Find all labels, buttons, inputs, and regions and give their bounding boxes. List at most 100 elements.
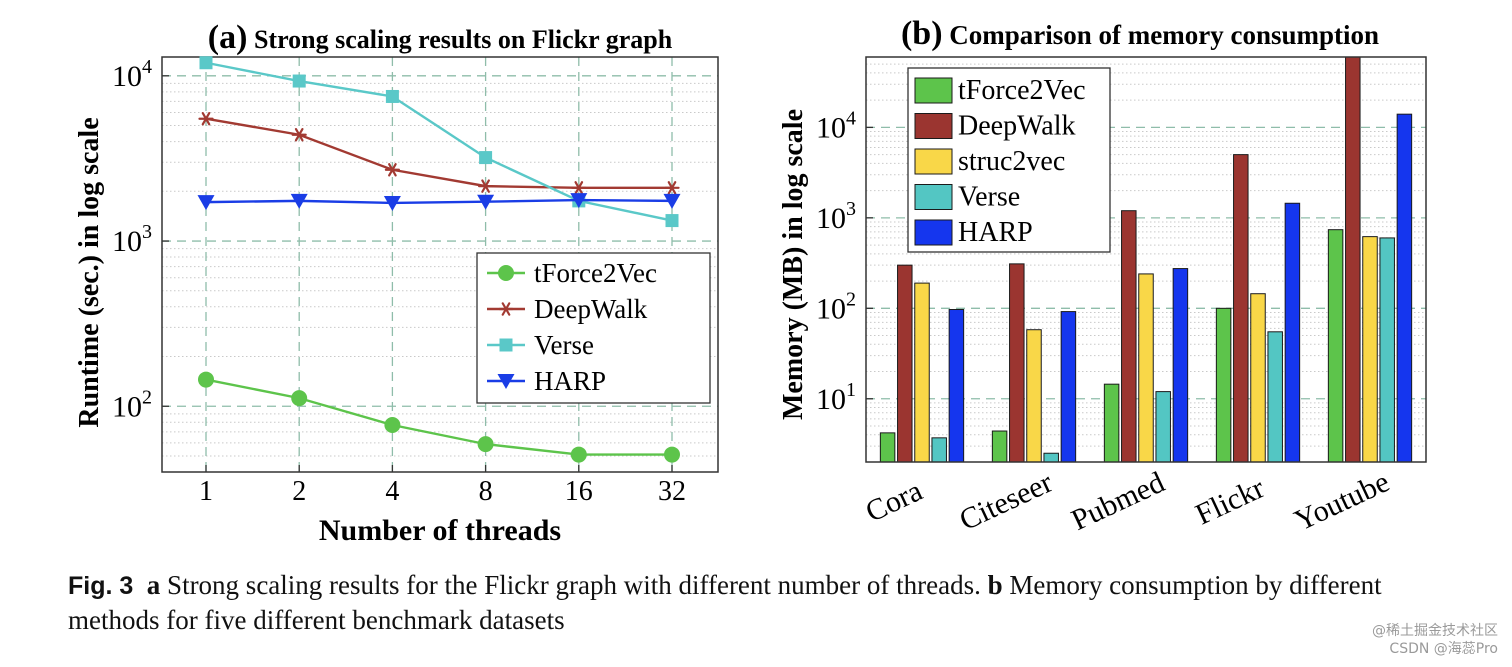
data-point-harp: [570, 193, 588, 209]
bar-harp-citeseer: [1060, 311, 1077, 463]
chart-title: (b) Comparison of memory consumption: [901, 15, 1379, 52]
marker-star-stroke: [388, 163, 397, 177]
bar-struc2vec-flickr: [1250, 293, 1266, 463]
data-point-tforce2vec: [477, 436, 494, 453]
data-point-harp: [197, 195, 215, 211]
legend-label-deepwalk: DeepWalk: [958, 111, 1075, 142]
bar-verse-flickr: [1267, 331, 1283, 463]
panel-a-line-chart: 102 103 104 1 2 4 8 16 32 tForce2Vec DeepWalk Verse…: [74, 19, 719, 547]
bar-tforce2vec-cora: [879, 432, 896, 463]
x-tick-label: 2: [292, 476, 306, 507]
bar-verse-youtube: [1379, 237, 1395, 463]
series-line-harp: [205, 198, 673, 205]
legend-swatch-tforce2vec: [914, 77, 953, 104]
legend-swatch-struc2vec: [914, 148, 953, 175]
bar-deepwalk-cora: [897, 264, 913, 463]
x-tick-label: 32: [658, 476, 686, 507]
bar-struc2vec-cora: [914, 282, 930, 463]
data-point-verse: [665, 214, 679, 228]
y-tick-label: 102: [816, 288, 856, 325]
caption-part-b-label: b: [987, 570, 1003, 600]
watermark: @稀土掘金技术社区 CSDN @海蕊Pro: [1372, 622, 1498, 658]
figure: 102 103 104 1 2 4 8 16 32 tForce2Vec DeepWalk Verse…: [74, 15, 1427, 547]
bar-harp-youtube: [1396, 113, 1413, 463]
marker-star-stroke: [294, 128, 304, 142]
marker-star-stroke: [201, 111, 211, 126]
bar-tforce2vec-flickr: [1215, 307, 1232, 463]
data-point-tforce2vec: [384, 417, 401, 434]
data-point-deepwalk: [571, 181, 587, 195]
data-point-deepwalk: [478, 179, 494, 193]
data-point-harp: [477, 194, 495, 210]
bar-deepwalk-youtube: [1345, 56, 1361, 463]
data-point-verse: [385, 89, 399, 103]
bar-verse-cora: [931, 437, 947, 463]
x-tick-label: Cora: [861, 474, 928, 529]
y-tick-label: 104: [112, 56, 152, 93]
y-tick-label: 103: [112, 221, 152, 258]
data-point-deepwalk: [291, 128, 307, 142]
data-point-verse: [479, 151, 493, 165]
series-line-verse: [205, 61, 673, 222]
x-tick-label: 8: [479, 476, 493, 507]
caption-fig-label: Fig. 3: [68, 572, 134, 600]
legend-marker-tforce2vec: [498, 265, 514, 281]
legend-label-harp: HARP: [534, 366, 606, 396]
data-point-tforce2vec: [570, 446, 587, 463]
x-axis-label: Number of threads: [319, 514, 561, 547]
legend-label-tforce2vec: tForce2Vec: [534, 258, 657, 288]
marker-star-stroke: [501, 302, 511, 316]
series-line-deepwalk: [205, 117, 672, 190]
legend-box: [476, 252, 711, 404]
data-point-verse: [292, 74, 306, 88]
x-tick-label: Citeseer: [954, 466, 1057, 537]
caption-part-a-label: a: [146, 570, 161, 600]
caption-text-a: Strong scaling results for the Flickr gr…: [160, 570, 988, 600]
bar-struc2vec-youtube: [1362, 236, 1378, 463]
plot-frame: [161, 56, 719, 473]
x-tick-label: Pubmed: [1066, 466, 1169, 537]
bar-verse-pubmed: [1155, 391, 1171, 463]
bar-tforce2vec-pubmed: [1103, 383, 1120, 463]
plot-frame: [865, 56, 1427, 463]
bar-harp-flickr: [1284, 202, 1301, 463]
bar-tforce2vec-youtube: [1327, 229, 1344, 463]
x-tick-label: 4: [385, 476, 399, 507]
data-point-verse: [199, 56, 213, 70]
bar-harp-pubmed: [1172, 268, 1189, 463]
data-point-harp: [290, 193, 308, 209]
legend-label-deepwalk: DeepWalk: [534, 294, 648, 324]
data-point-deepwalk: [664, 181, 680, 195]
chart-title: (a) Strong scaling results on Flickr gra…: [208, 19, 673, 56]
x-tick-label: 16: [565, 476, 593, 507]
x-tick-label: 1: [199, 476, 213, 507]
data-point-tforce2vec: [664, 446, 680, 463]
bar-verse-citeseer: [1043, 452, 1059, 463]
watermark-line-1: @稀土掘金技术社区: [1372, 623, 1498, 639]
legend-label-harp: HARP: [958, 217, 1033, 248]
data-point-deepwalk: [384, 163, 400, 177]
bar-harp-cora: [948, 309, 965, 463]
legend-label-verse: Verse: [958, 182, 1020, 213]
legend-swatch-harp: [914, 219, 953, 246]
figure-caption: Fig. 3 a Strong scaling results for the …: [68, 568, 1468, 637]
y-axis-label: Memory (MB) in log scale: [778, 109, 809, 420]
bar-struc2vec-citeseer: [1026, 329, 1042, 463]
data-point-deepwalk: [198, 111, 214, 126]
y-tick-label: 101: [816, 379, 856, 416]
x-tick-label: Youtube: [1290, 465, 1395, 537]
bar-deepwalk-pubmed: [1121, 210, 1137, 463]
bar-struc2vec-pubmed: [1138, 273, 1154, 463]
data-point-harp: [663, 193, 681, 209]
y-tick-label: 104: [816, 107, 856, 144]
bar-tforce2vec-citeseer: [991, 430, 1008, 463]
watermark-line-2: CSDN @海蕊Pro: [1389, 641, 1498, 657]
legend-label-verse: Verse: [534, 330, 594, 360]
legend-marker-harp: [497, 374, 515, 389]
y-tick-label: 103: [816, 198, 856, 235]
data-point-tforce2vec: [291, 390, 308, 407]
marker-star-stroke: [667, 181, 677, 195]
legend-marker-deepwalk: [498, 302, 514, 316]
legend-label-tforce2vec: tForce2Vec: [958, 75, 1086, 106]
legend-swatch-deepwalk: [914, 113, 953, 139]
